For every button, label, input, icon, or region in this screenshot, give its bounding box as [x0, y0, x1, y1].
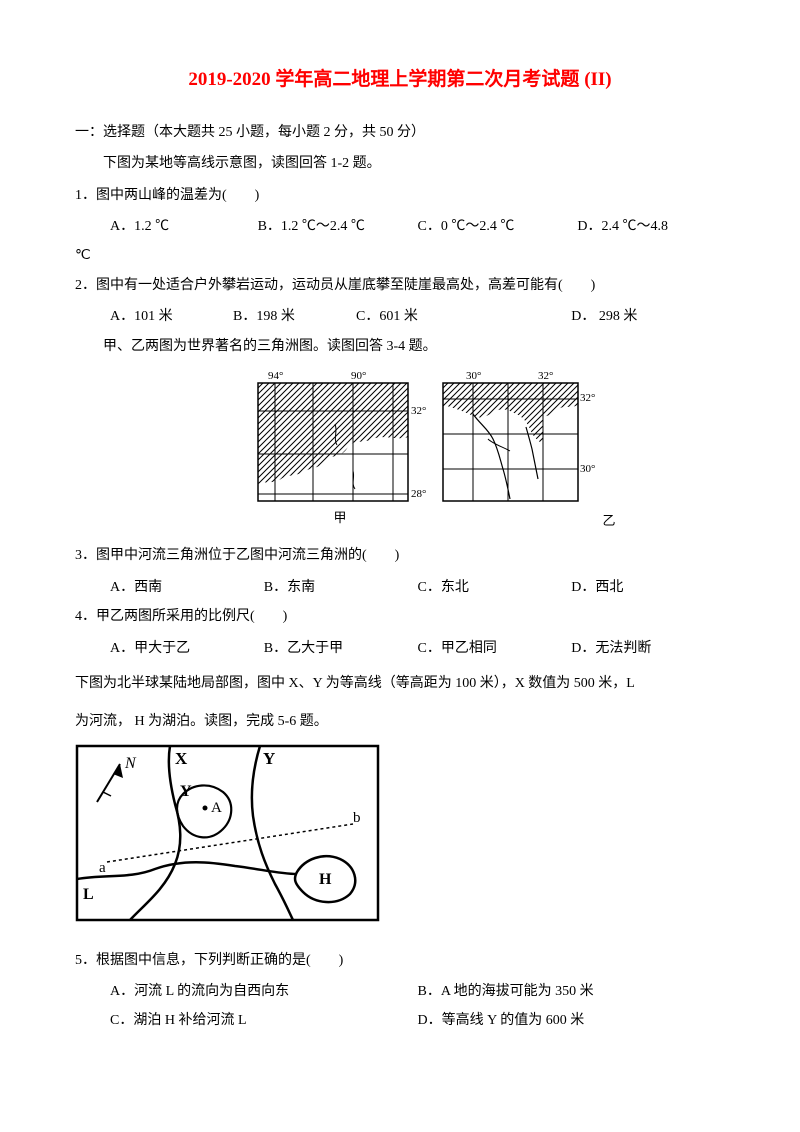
map1-label: 甲 — [253, 504, 428, 531]
q1-unit-wrap: ℃ — [75, 241, 725, 270]
map1-lat2: 28° — [411, 488, 426, 500]
figure-maps: 94° 90° 32° 28° — [75, 369, 725, 533]
map2-lon1: 30° — [466, 370, 481, 382]
q4-opt-a: A．甲大于乙 — [110, 634, 264, 663]
map2-lon2: 32° — [538, 370, 553, 382]
q1-opt-a: A．1.2 ℃ — [110, 212, 258, 241]
map1-lat1: 32° — [411, 405, 426, 417]
q1-opt-b: B．1.2 ℃～2.4 ℃ — [258, 212, 418, 241]
svg-text:Y: Y — [180, 783, 192, 800]
question-2-options: A．101 米 B．198 米 C．601 米 D． 298 米 — [75, 302, 725, 331]
question-5-stem: 5．根据图中信息，下列判断正确的是( ) — [75, 946, 725, 975]
question-3-options: A．西南 B．东南 C．东北 D．西北 — [75, 573, 725, 602]
question-4-options: A．甲大于乙 B．乙大于甲 C．甲乙相同 D．无法判断 — [75, 634, 725, 663]
map1-lon1: 94° — [268, 370, 283, 382]
figure-topo: N X Y Y A a b L H — [75, 744, 725, 933]
question-3-stem: 3．图甲中河流三角洲位于乙图中河流三角洲的( ) — [75, 541, 725, 570]
map-jia: 94° 90° 32° 28° — [253, 369, 428, 531]
q2-opt-d: D． 298 米 — [571, 302, 725, 331]
q3-opt-d: D．西北 — [571, 573, 725, 602]
q5-opt-b: B．A 地的海拔可能为 350 米 — [418, 977, 726, 1006]
map1-lon2: 90° — [351, 370, 366, 382]
q4-opt-d: D．无法判断 — [571, 634, 725, 663]
q1-opt-d: D．2.4 ℃～4.8 — [577, 212, 725, 241]
question-1-stem: 1．图中两山峰的温差为( ) — [75, 181, 725, 210]
q2-opt-c: C．601 米 — [356, 302, 571, 331]
q2-opt-a: A．101 米 — [110, 302, 233, 331]
svg-text:a: a — [99, 860, 106, 876]
question-4-stem: 4．甲乙两图所采用的比例尺( ) — [75, 602, 725, 631]
q3-opt-c: C．东北 — [418, 573, 572, 602]
question-5-options: A．河流 L 的流向为自西向东 B．A 地的海拔可能为 350 米 C．湖泊 H… — [75, 977, 725, 1036]
svg-text:Y: Y — [263, 749, 275, 768]
q3-opt-a: A．西南 — [110, 573, 264, 602]
question-2-stem: 2．图中有一处适合户外攀岩运动，运动员从崖底攀至陡崖最高处，高差可能有( ) — [75, 271, 725, 300]
svg-text:H: H — [319, 871, 332, 888]
question-1-options: A．1.2 ℃ B．1.2 ℃～2.4 ℃ C．0 ℃～2.4 ℃ D．2.4 … — [75, 212, 725, 241]
svg-text:A: A — [211, 800, 222, 816]
map2-lat2: 30° — [580, 463, 595, 475]
svg-text:b: b — [353, 810, 361, 826]
q3-opt-b: B．东南 — [264, 573, 418, 602]
q5-opt-d: D．等高线 Y 的值为 600 米 — [418, 1006, 726, 1035]
svg-text:L: L — [83, 886, 94, 903]
q4-opt-b: B．乙大于甲 — [264, 634, 418, 663]
map2-lat1: 32° — [580, 392, 595, 404]
svg-text:N: N — [124, 755, 137, 772]
q2-opt-b: B．198 米 — [233, 302, 356, 331]
page-title: 2019-2020 学年高二地理上学期第二次月考试题 (II) — [75, 60, 725, 100]
context-34: 甲、乙两图为世界著名的三角洲图。读图回答 3-4 题。 — [75, 332, 725, 361]
q5-opt-a: A．河流 L 的流向为自西向东 — [110, 977, 418, 1006]
svg-text:X: X — [175, 749, 188, 768]
section-intro-2: 下图为某地等高线示意图，读图回答 1-2 题。 — [75, 149, 725, 178]
section-intro-1: 一：选择题（本大题共 25 小题，每小题 2 分，共 50 分） — [75, 118, 725, 147]
map-yi: 30° 32° 32° 30° — [438, 369, 598, 531]
q4-opt-c: C．甲乙相同 — [418, 634, 572, 663]
context-56-line2: 为河流， H 为湖泊。读图，完成 5-6 题。 — [75, 705, 725, 739]
q1-opt-c: C．0 ℃～2.4 ℃ — [417, 212, 577, 241]
q5-opt-c: C．湖泊 H 补给河流 L — [110, 1006, 418, 1035]
context-56-line1: 下图为北半球某陆地局部图，图中 X、Y 为等高线（等高距为 100 米），X 数… — [75, 667, 725, 701]
map2-label: 乙 — [602, 507, 615, 534]
